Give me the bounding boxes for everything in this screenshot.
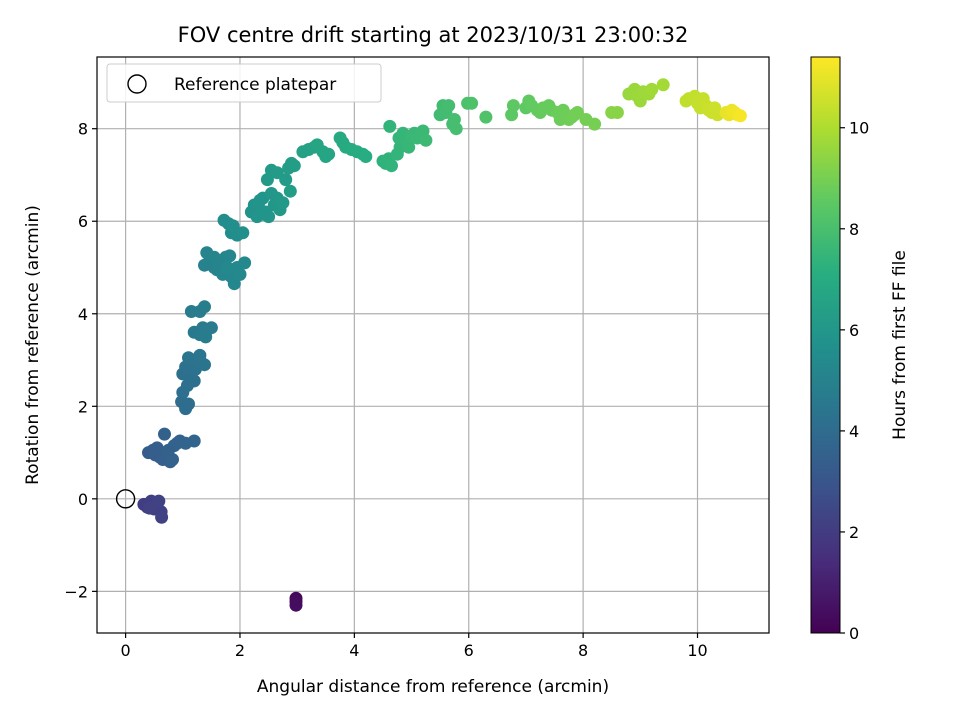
data-point [226,219,240,233]
colorbar-tick-label: 2 [849,523,859,542]
x-tick-label: 0 [121,641,131,660]
data-point [198,300,211,314]
data-point [479,110,493,124]
data-point [182,397,195,411]
colorbar-tick-label: 8 [849,220,859,239]
x-axis-label: Angular distance from reference (arcmin) [257,677,609,697]
data-point [187,374,201,388]
data-point [155,510,169,524]
x-tick-label: 2 [235,641,245,660]
data-point [193,348,207,362]
colorbar-tick-label: 0 [849,624,859,643]
y-axis-ticks: −2 0 2 4 6 8 [64,120,97,601]
x-tick-label: 4 [349,641,359,660]
colorbar-tick-label: 10 [849,119,869,138]
data-point [656,78,670,92]
grid-lines [97,57,769,633]
data-point [385,159,398,173]
data-points [137,78,747,612]
data-point [465,96,479,110]
data-point [319,150,333,163]
y-tick-label: 8 [78,120,88,139]
colorbar-gradient [810,56,841,634]
data-point [733,109,747,123]
x-tick-label: 6 [464,641,474,660]
data-point [447,113,461,126]
data-point [402,140,416,154]
colorbar-tick-label: 6 [849,321,859,340]
legend: Reference platepar [106,63,382,103]
data-point [257,207,271,221]
data-point [223,249,237,263]
colorbar-tick-label: 4 [849,422,859,441]
data-point [283,184,297,198]
data-point [220,261,234,274]
data-point [162,443,175,457]
chart-title: FOV centre drift starting at 2023/10/31 … [178,23,689,47]
legend-reference-marker [127,74,147,94]
data-point [442,99,456,113]
y-tick-label: 2 [78,397,88,416]
plot-frame [96,56,770,634]
data-point [383,119,397,133]
data-point [199,330,213,344]
y-axis-label: Rotation from reference (arcmin) [23,205,43,485]
y-tick-label: 6 [78,212,88,231]
data-point [207,250,221,264]
data-point [143,501,157,515]
reference-platepar-marker [115,489,136,509]
data-point [588,117,602,131]
data-point [251,198,265,212]
data-point [187,434,201,448]
data-point [419,133,433,147]
data-point [287,159,301,173]
y-tick-label: 0 [78,490,88,509]
y-tick-label: −2 [64,582,88,601]
data-point [645,82,659,96]
y-tick-label: 4 [78,305,88,324]
data-point [289,598,303,612]
data-point [230,261,244,274]
data-point [152,494,166,508]
data-point [279,173,293,187]
data-point [570,106,584,119]
data-point [158,427,171,441]
data-point [148,448,162,462]
x-axis-ticks: 0 2 4 6 8 10 [121,633,708,660]
data-point [227,277,241,291]
legend-label: Reference platepar [174,75,336,95]
colorbar-ticks: 0 2 4 6 8 10 [840,119,869,643]
data-point [276,196,290,210]
colorbar: 0 2 4 6 8 10 Hours from first FF file [810,56,910,643]
x-tick-label: 10 [687,641,707,660]
data-point [359,150,373,163]
data-point [184,305,198,318]
data-point [610,106,624,119]
x-tick-label: 8 [578,641,588,660]
colorbar-label: Hours from first FF file [890,250,910,440]
data-point [236,226,250,240]
legend-box [106,63,382,103]
data-point [506,99,520,113]
